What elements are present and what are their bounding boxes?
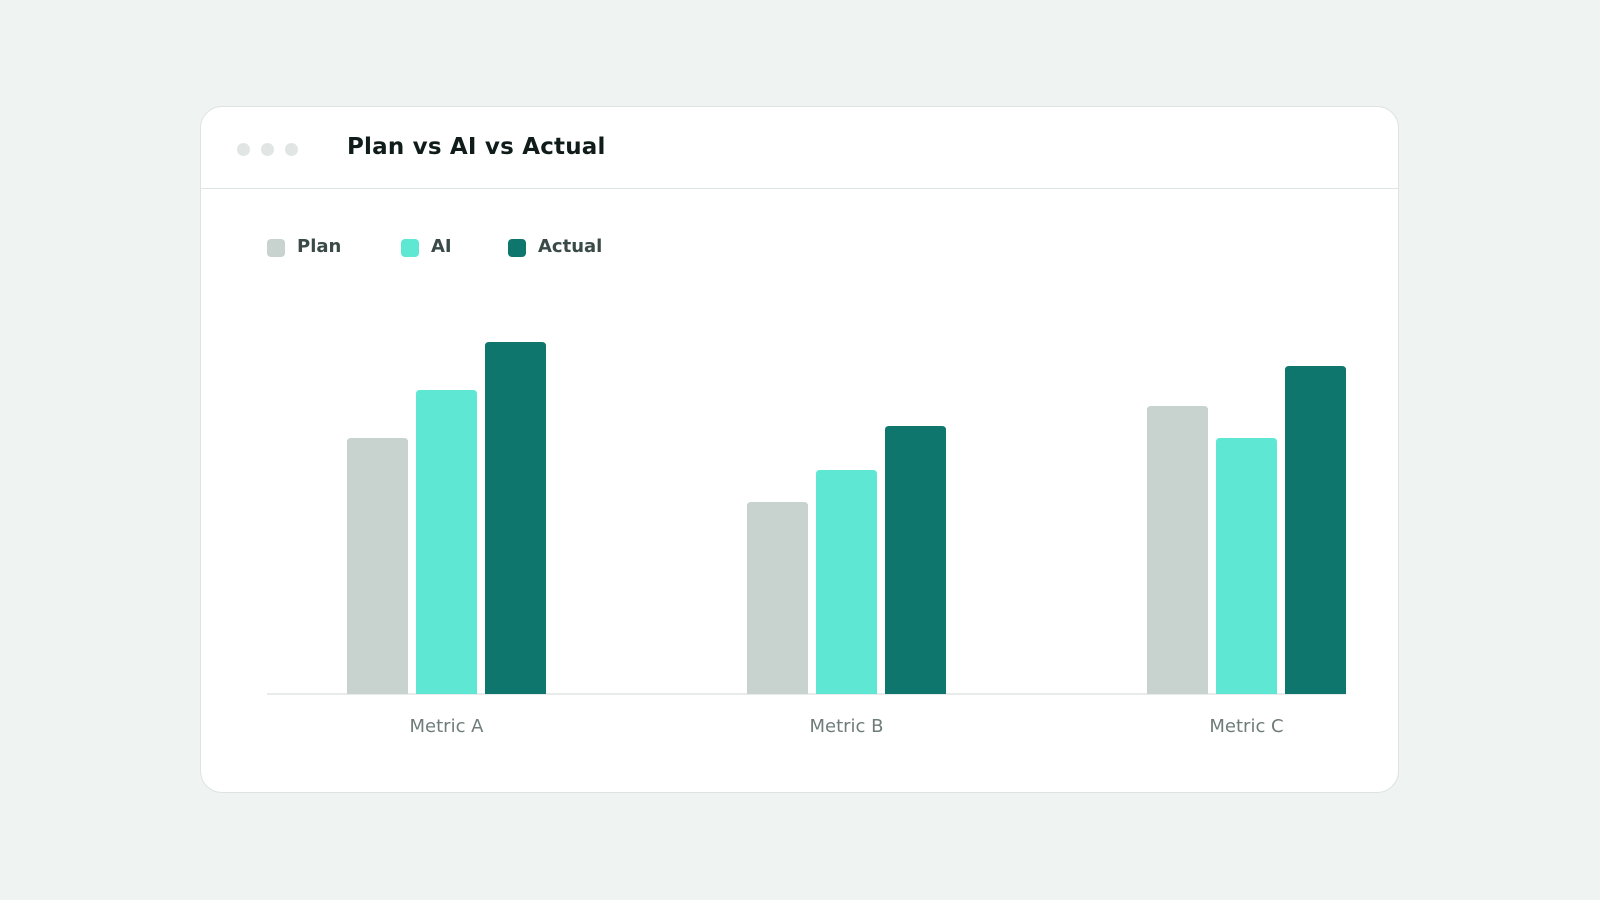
legend-swatch-plan <box>267 239 285 257</box>
legend-swatch-ai <box>401 239 419 257</box>
x-tick-label: Metric C <box>1209 716 1283 737</box>
bar-plan-metric-c <box>1147 406 1208 694</box>
legend-label-actual: Actual <box>538 236 603 257</box>
bar-ai-metric-b <box>816 470 877 694</box>
bar-ai-metric-a <box>416 390 477 694</box>
bar-actual-metric-a <box>485 342 546 694</box>
bar-ai-metric-c <box>1216 438 1277 694</box>
chart-card: Plan vs AI vs Actual Plan AI Actual Metr… <box>200 106 1399 793</box>
legend-label-ai: AI <box>431 236 452 257</box>
bar-chart: Metric A Metric B Metric C <box>267 342 1346 737</box>
legend-label-plan: Plan <box>297 236 342 257</box>
x-tick-label: Metric B <box>809 716 883 737</box>
bar-actual-metric-b <box>885 426 946 694</box>
card-header: Plan vs AI vs Actual <box>201 107 1398 189</box>
bar-plan-metric-a <box>347 438 408 694</box>
window-dot-icon <box>261 143 274 156</box>
legend-swatch-actual <box>508 239 526 257</box>
chart-title: Plan vs AI vs Actual <box>347 134 606 160</box>
bar-actual-metric-c <box>1285 366 1346 694</box>
window-dot-icon <box>285 143 298 156</box>
x-tick-label: Metric A <box>410 716 485 737</box>
window-dot-icon <box>237 143 250 156</box>
bar-plan-metric-b <box>747 502 808 694</box>
